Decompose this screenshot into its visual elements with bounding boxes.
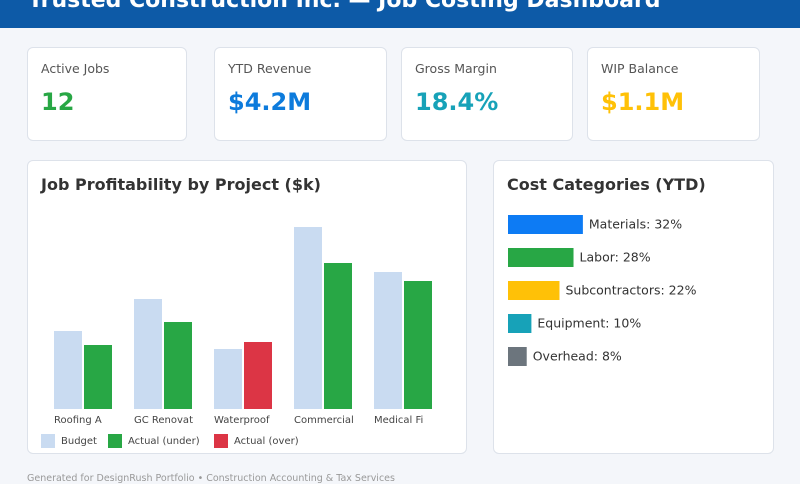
cost-chart: Materials: 32% Labor: 28% Subcontractors: … xyxy=(508,215,697,366)
kpi-card: YTD Revenue $4.2M xyxy=(214,47,387,141)
x-tick-label: Commercial xyxy=(294,415,354,426)
legend-swatch xyxy=(108,434,122,448)
x-tick-label: Waterproof xyxy=(214,415,270,426)
card-title: Job Profitability by Project ($k) xyxy=(41,175,321,194)
bar xyxy=(374,272,402,409)
bar-label: Subcontractors: 22% xyxy=(565,283,696,298)
bar-label: Materials: 32% xyxy=(589,217,682,232)
kpi-card: Active Jobs 12 xyxy=(27,47,187,141)
bar xyxy=(294,227,322,409)
kpi-value: 18.4% xyxy=(415,88,499,116)
bar xyxy=(324,263,352,409)
kpi-label: Active Jobs xyxy=(41,61,110,76)
kpi-label: WIP Balance xyxy=(601,61,679,76)
kpi-value: $1.1M xyxy=(601,88,685,116)
bar xyxy=(164,322,192,409)
bar xyxy=(508,248,574,267)
profit-card: Job Profitability by Project ($k) Roofin… xyxy=(27,160,467,454)
x-tick-label: Medical Fi xyxy=(374,415,423,426)
legend-label: Budget xyxy=(61,436,97,447)
header: Trusted Construction Inc. — Job Costing … xyxy=(0,0,800,28)
bar xyxy=(508,281,560,300)
bar xyxy=(508,314,532,333)
kpi-card: Gross Margin 18.4% xyxy=(401,47,573,141)
legend-swatch xyxy=(214,434,228,448)
cost-card: Cost Categories (YTD) Materials: 32% Labo… xyxy=(493,160,774,454)
footer: Generated for DesignRush Portfolio • Con… xyxy=(27,473,395,484)
legend-label: Actual (under) xyxy=(128,436,200,447)
bar xyxy=(404,281,432,409)
profit-chart: Roofing A GC Renovat Waterproof Commercial M… xyxy=(41,227,432,448)
legend-swatch xyxy=(41,434,55,448)
bar xyxy=(54,331,82,409)
kpi-value: $4.2M xyxy=(228,88,312,116)
x-tick-label: GC Renovat xyxy=(134,415,193,426)
bar xyxy=(214,349,242,409)
x-tick-label: Roofing A xyxy=(54,415,102,426)
bar xyxy=(508,215,583,234)
bar-label: Equipment: 10% xyxy=(537,316,641,331)
kpi-label: Gross Margin xyxy=(415,61,497,76)
kpi-label: YTD Revenue xyxy=(228,61,312,76)
header-title: Trusted Construction Inc. — Job Costing … xyxy=(28,0,661,13)
card-title: Cost Categories (YTD) xyxy=(507,175,706,194)
kpi-value: 12 xyxy=(41,88,75,116)
bar xyxy=(134,299,162,409)
bar-label: Labor: 28% xyxy=(580,250,651,265)
kpi-card: WIP Balance $1.1M xyxy=(587,47,760,141)
bar xyxy=(244,342,272,409)
bar xyxy=(508,347,527,366)
bar xyxy=(84,345,112,409)
bar-label: Overhead: 8% xyxy=(533,349,622,364)
legend-label: Actual (over) xyxy=(234,436,299,447)
